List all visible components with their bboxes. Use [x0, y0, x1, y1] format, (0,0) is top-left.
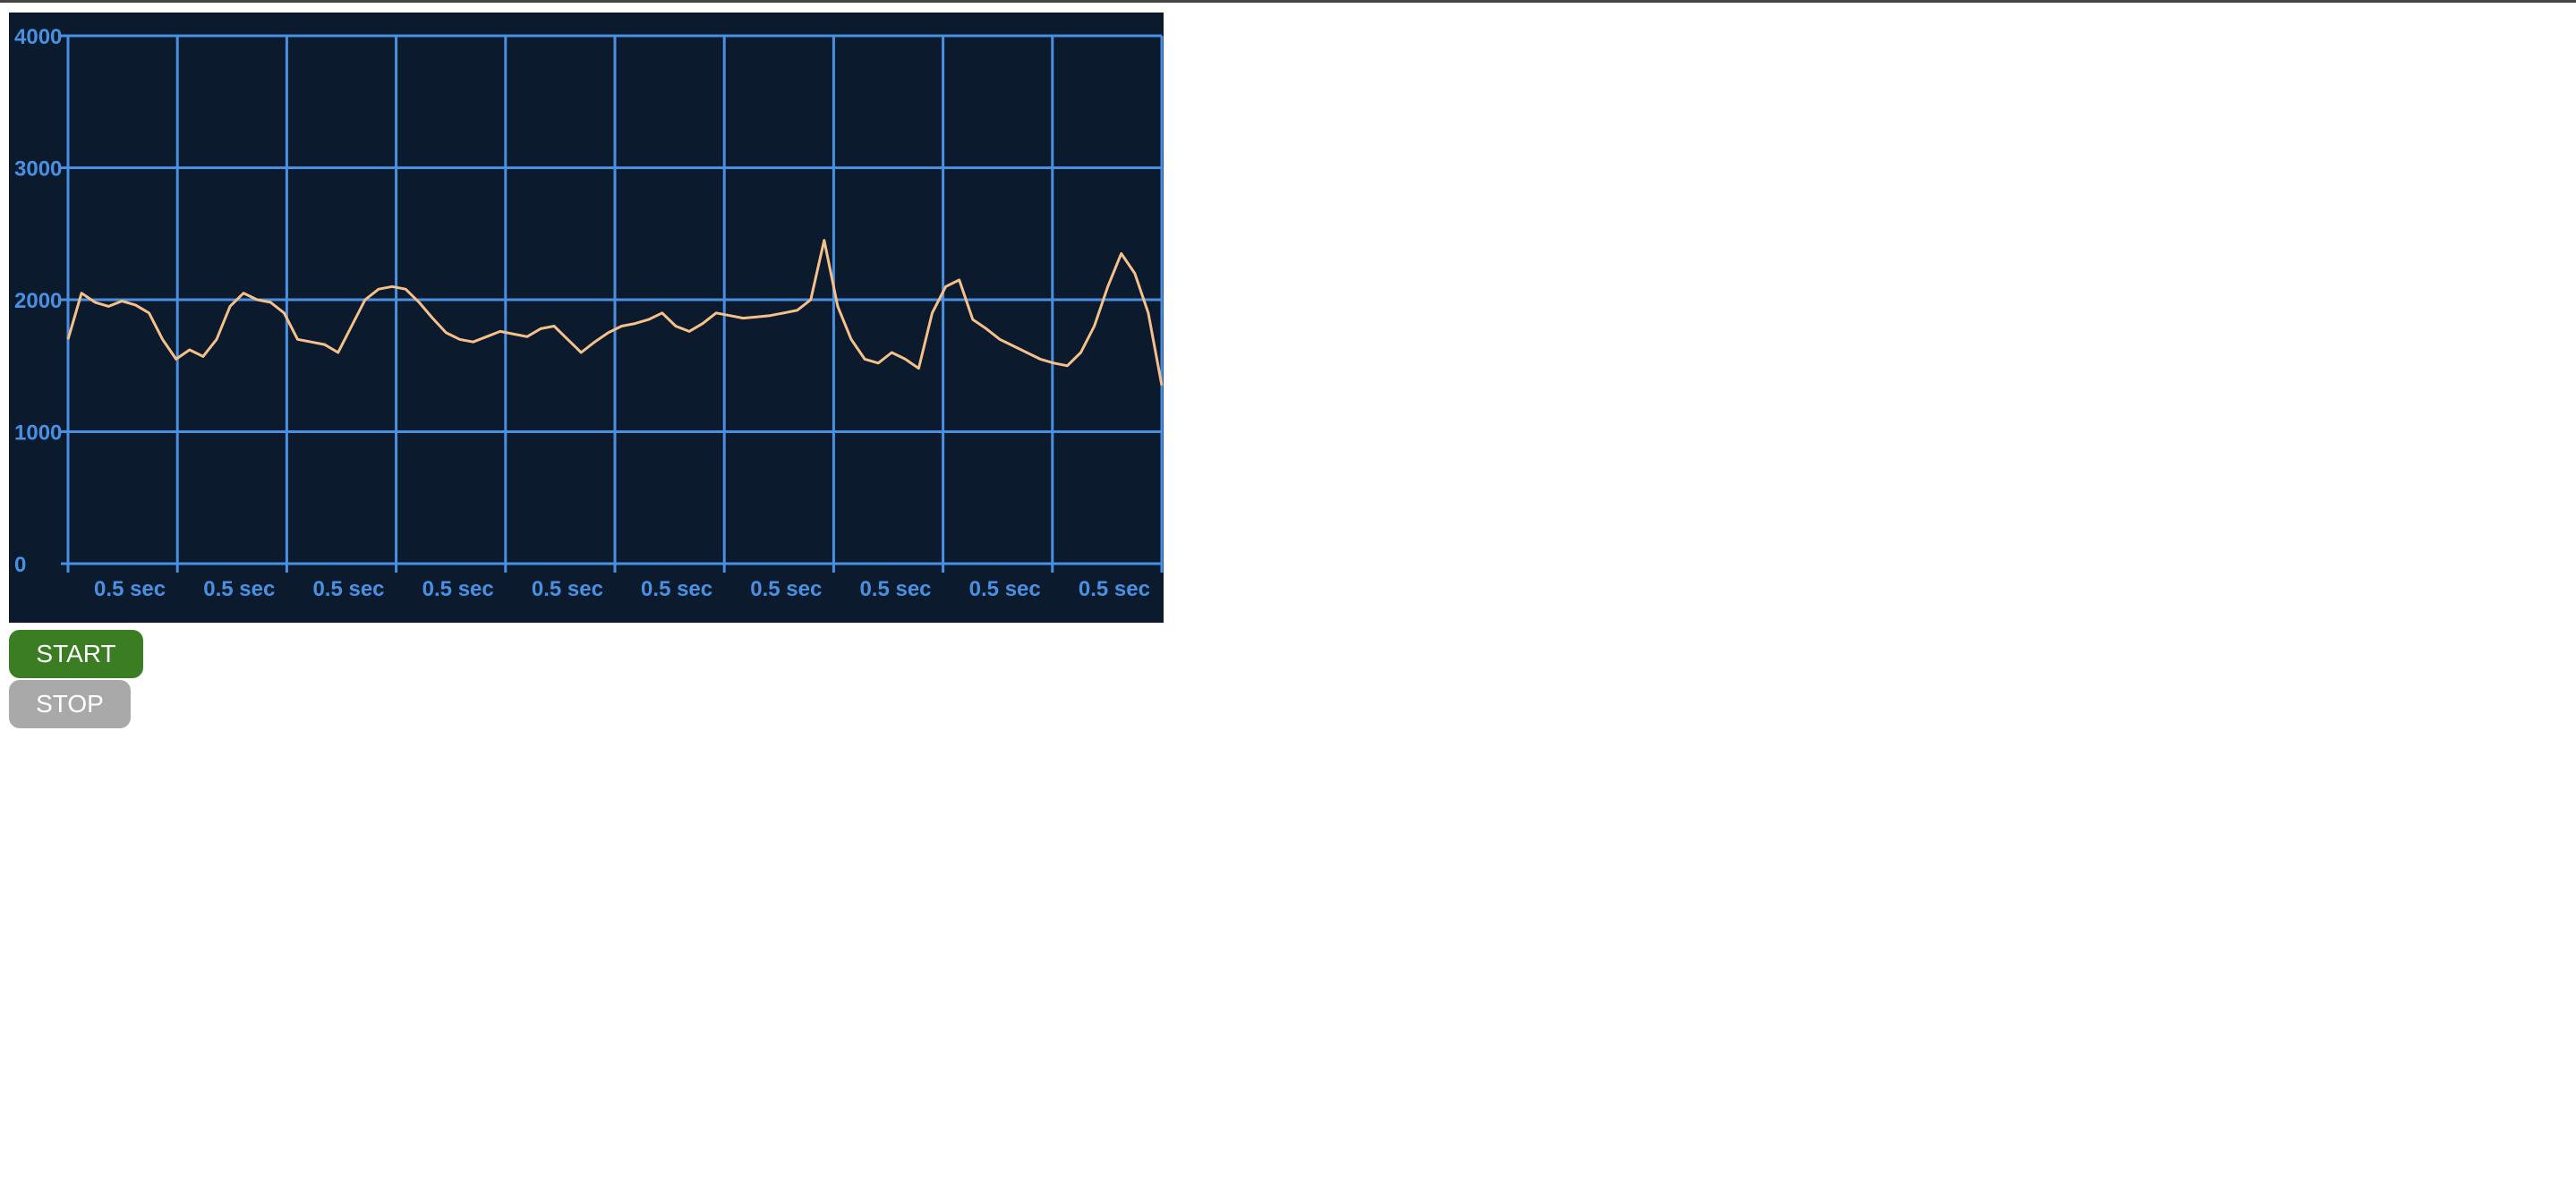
x-tick-label: 0.5 sec: [1079, 577, 1150, 601]
x-tick-label: 0.5 sec: [94, 577, 166, 601]
stop-button[interactable]: STOP: [9, 680, 131, 728]
y-tick-label: 4000: [14, 25, 62, 49]
signal-chart: 0 1000 2000 3000 4000 0.5 sec 0.5 sec 0.5 sec 0.…: [9, 13, 1164, 623]
signal-series-line: [66, 239, 1164, 387]
x-tick-label: 0.5 sec: [532, 577, 603, 601]
x-tick-label: 0.5 sec: [312, 577, 384, 601]
x-tick-label: 0.5 sec: [422, 577, 494, 601]
window-top-rule: [0, 0, 2576, 3]
y-tick-label: 1000: [14, 421, 62, 446]
x-tick-label: 0.5 sec: [750, 577, 822, 601]
x-tick-label: 0.5 sec: [203, 577, 275, 601]
chart-canvas: 0 1000 2000 3000 4000 0.5 sec 0.5 sec 0.5 sec 0.…: [14, 25, 1164, 601]
y-tick-label: 0: [14, 553, 26, 577]
start-button[interactable]: START: [9, 630, 143, 678]
y-tick-label: 2000: [14, 289, 62, 313]
x-tick-label: 0.5 sec: [859, 577, 931, 601]
y-tick-label: 3000: [14, 157, 62, 182]
x-tick-label: 0.5 sec: [641, 577, 712, 601]
x-tick-label: 0.5 sec: [969, 577, 1041, 601]
